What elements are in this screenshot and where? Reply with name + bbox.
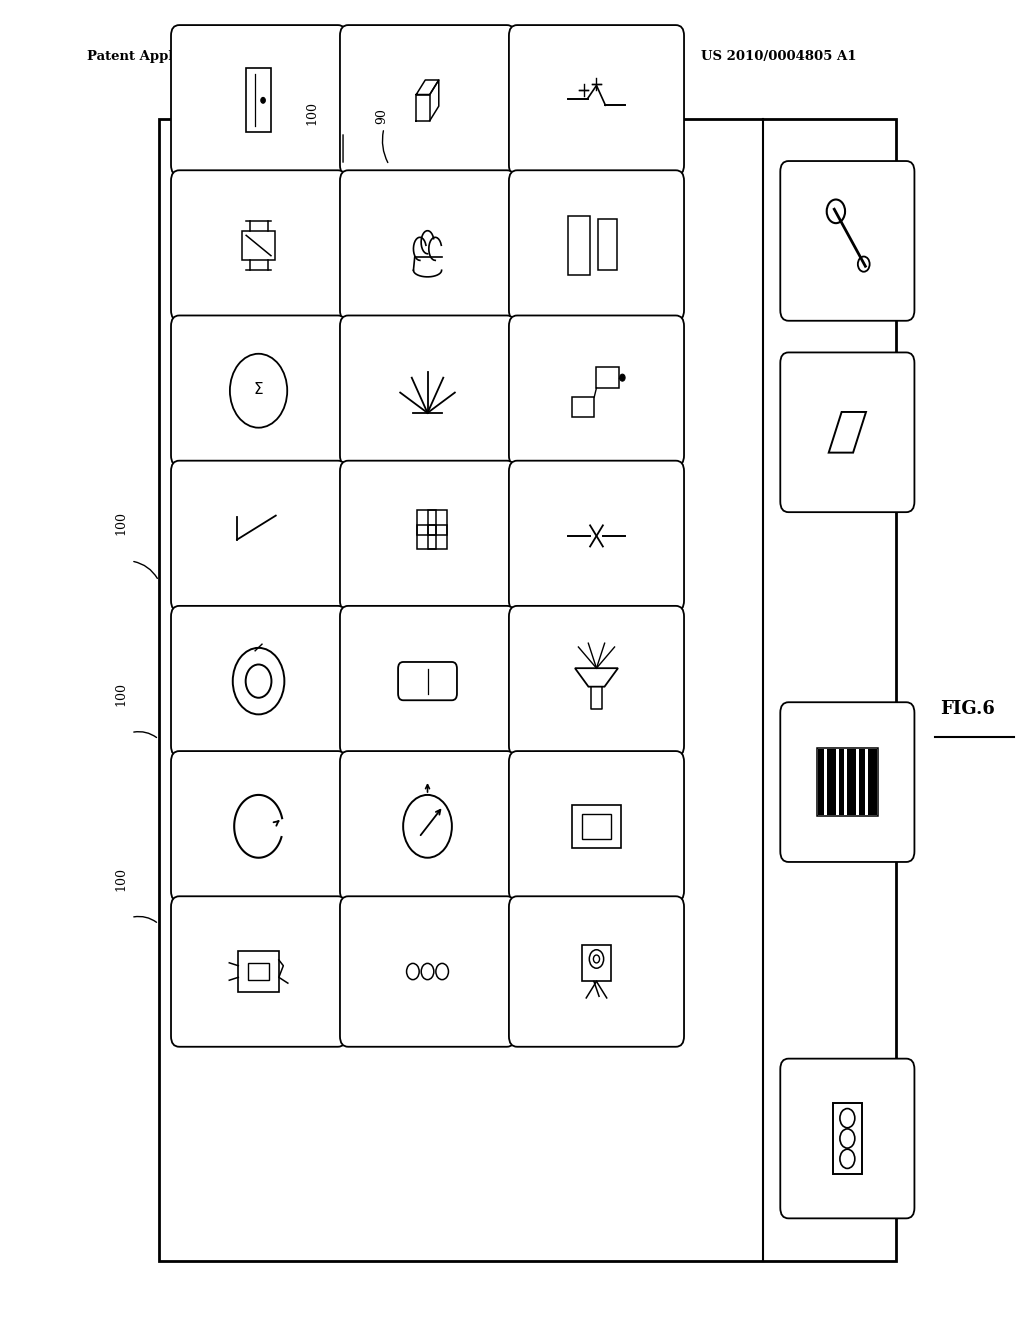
FancyBboxPatch shape (171, 461, 346, 611)
FancyBboxPatch shape (509, 170, 684, 321)
Bar (867, 750, 877, 814)
Text: 100: 100 (115, 867, 127, 891)
Bar (428, 525, 447, 549)
Bar (583, 813, 610, 840)
Bar (596, 367, 618, 388)
Bar (598, 219, 616, 271)
Bar (834, 1104, 862, 1173)
Bar (571, 396, 594, 417)
FancyBboxPatch shape (340, 315, 515, 466)
Bar (417, 511, 436, 535)
Bar (572, 805, 621, 847)
FancyBboxPatch shape (509, 25, 684, 176)
Circle shape (620, 374, 625, 381)
FancyBboxPatch shape (171, 25, 346, 176)
FancyBboxPatch shape (780, 702, 914, 862)
FancyBboxPatch shape (780, 352, 914, 512)
Text: FIG.6: FIG.6 (940, 700, 995, 718)
Text: Sheet 6 of 10: Sheet 6 of 10 (527, 50, 625, 63)
Text: 100: 100 (115, 682, 127, 706)
Bar (827, 750, 836, 814)
Bar (242, 231, 275, 260)
FancyBboxPatch shape (509, 751, 684, 902)
Bar (159, 119, 896, 1261)
FancyBboxPatch shape (171, 751, 346, 902)
FancyBboxPatch shape (340, 606, 515, 756)
FancyBboxPatch shape (171, 606, 346, 756)
FancyBboxPatch shape (509, 606, 684, 756)
Text: 100: 100 (306, 102, 318, 125)
Bar (839, 750, 845, 814)
FancyBboxPatch shape (340, 170, 515, 321)
Text: 100: 100 (115, 511, 127, 535)
FancyBboxPatch shape (509, 896, 684, 1047)
Text: 90: 90 (376, 108, 388, 124)
FancyBboxPatch shape (780, 1059, 914, 1218)
Bar (817, 748, 878, 816)
FancyBboxPatch shape (171, 170, 346, 321)
Bar (249, 962, 268, 981)
FancyBboxPatch shape (780, 161, 914, 321)
Text: Jan. 7, 2010: Jan. 7, 2010 (394, 50, 483, 63)
FancyBboxPatch shape (340, 896, 515, 1047)
FancyBboxPatch shape (340, 461, 515, 611)
Text: $\Sigma$: $\Sigma$ (253, 381, 264, 397)
Bar (417, 525, 436, 549)
Text: Patent Application Publication: Patent Application Publication (87, 50, 313, 63)
Bar (246, 69, 271, 132)
Bar (583, 945, 610, 982)
Circle shape (261, 98, 265, 103)
FancyBboxPatch shape (171, 896, 346, 1047)
FancyBboxPatch shape (509, 461, 684, 611)
Bar (818, 750, 824, 814)
Bar (239, 952, 279, 991)
Bar (568, 215, 590, 275)
Bar (859, 750, 865, 814)
FancyBboxPatch shape (340, 25, 515, 176)
FancyBboxPatch shape (509, 315, 684, 466)
Text: US 2010/0004805 A1: US 2010/0004805 A1 (701, 50, 857, 63)
Bar (428, 511, 447, 535)
FancyBboxPatch shape (340, 751, 515, 902)
FancyBboxPatch shape (171, 315, 346, 466)
Bar (848, 750, 856, 814)
